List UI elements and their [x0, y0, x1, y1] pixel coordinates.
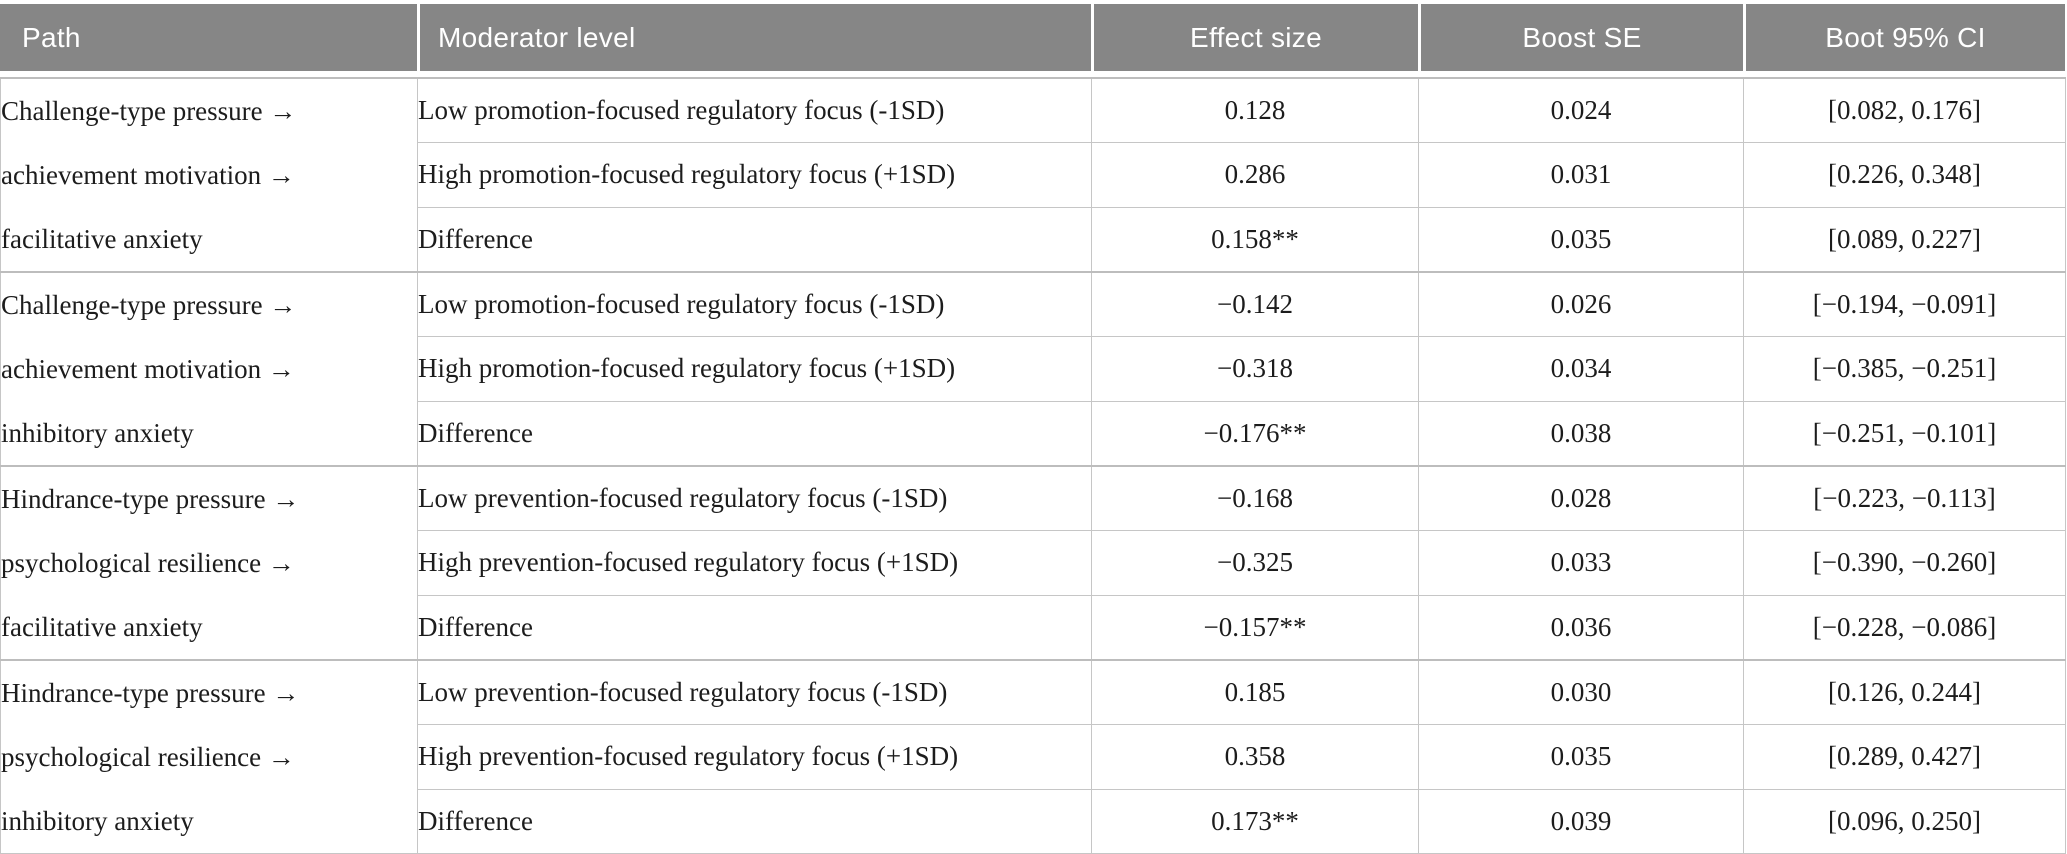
path-line: achievement motivation →	[1, 354, 295, 384]
boot-ci-cell: [−0.228, −0.086]	[1743, 594, 2066, 661]
effect-size-cell: 0.185	[1091, 659, 1419, 725]
effect-size-cell: 0.173**	[1091, 788, 1419, 854]
column-header-boot-95-ci: Boot 95% CI	[1746, 4, 2065, 71]
path-line: achievement motivation →	[1, 160, 295, 190]
effect-size-cell: −0.318	[1091, 336, 1419, 402]
path-cell: Challenge-type pressure → achievement mo…	[0, 271, 418, 467]
boost-se-cell: 0.026	[1418, 271, 1744, 338]
boot-ci-cell: [−0.251, −0.101]	[1743, 400, 2066, 467]
column-header-effect-size: Effect size	[1094, 4, 1418, 71]
moderator-cell: Low promotion-focused regulatory focus (…	[417, 271, 1092, 338]
moderator-cell: Low prevention-focused regulatory focus …	[417, 659, 1092, 725]
path-line: facilitative anxiety	[1, 224, 203, 254]
moderator-cell: Difference	[417, 400, 1092, 467]
column-header-boost-se: Boost SE	[1421, 4, 1743, 71]
table-body: Challenge-type pressure → achievement mo…	[0, 77, 2066, 854]
moderator-cell: Difference	[417, 788, 1092, 854]
column-header-path: Path	[0, 4, 417, 71]
path-line: Hindrance-type pressure →	[1, 484, 300, 514]
moderator-cell: High promotion-focused regulatory focus …	[417, 142, 1092, 208]
boost-se-cell: 0.028	[1418, 465, 1744, 532]
moderator-cell: Low promotion-focused regulatory focus (…	[417, 77, 1092, 144]
boost-se-cell: 0.030	[1418, 659, 1744, 725]
path-line: Challenge-type pressure →	[1, 96, 297, 126]
path-line: psychological resilience →	[1, 742, 295, 772]
effect-size-cell: −0.168	[1091, 465, 1419, 532]
effect-size-cell: −0.142	[1091, 271, 1419, 338]
boot-ci-cell: [0.289, 0.427]	[1743, 724, 2066, 790]
path-cell: Hindrance-type pressure → psychological …	[0, 465, 418, 661]
table-header-row: Path Moderator level Effect size Boost S…	[0, 4, 2065, 71]
boost-se-cell: 0.031	[1418, 142, 1744, 208]
path-line: psychological resilience →	[1, 548, 295, 578]
boot-ci-cell: [−0.223, −0.113]	[1743, 465, 2066, 532]
column-header-moderator-level: Moderator level	[420, 4, 1091, 71]
boot-ci-cell: [−0.194, −0.091]	[1743, 271, 2066, 338]
boot-ci-cell: [0.082, 0.176]	[1743, 77, 2066, 144]
boot-ci-cell: [−0.390, −0.260]	[1743, 530, 2066, 596]
effect-size-cell: 0.286	[1091, 142, 1419, 208]
effect-size-cell: 0.358	[1091, 724, 1419, 790]
table-row: High promotion-focused regulatory focus …	[1, 142, 2066, 208]
table-row: Hindrance-type pressure → psychological …	[0, 465, 2066, 661]
path-line: inhibitory anxiety	[1, 806, 194, 836]
path-cell: Challenge-type pressure → achievement mo…	[0, 77, 418, 273]
path-line: inhibitory anxiety	[1, 418, 194, 448]
path-line: facilitative anxiety	[1, 612, 203, 642]
boost-se-cell: 0.033	[1418, 530, 1744, 596]
boot-ci-cell: [0.096, 0.250]	[1743, 788, 2066, 854]
moderator-cell: Low prevention-focused regulatory focus …	[417, 465, 1092, 532]
effect-size-cell: 0.128	[1091, 77, 1419, 144]
boot-ci-cell: [0.089, 0.227]	[1743, 206, 2066, 273]
table-row: Challenge-type pressure → achievement mo…	[0, 77, 2066, 273]
path-cell: Hindrance-type pressure → psychological …	[0, 659, 418, 854]
boost-se-cell: 0.034	[1418, 336, 1744, 402]
table-row: High prevention-focused regulatory focus…	[1, 530, 2066, 596]
boot-ci-cell: [0.126, 0.244]	[1743, 659, 2066, 725]
table-row: Challenge-type pressure → achievement mo…	[0, 271, 2066, 467]
table-row: Difference 0.158** 0.035 [0.089, 0.227]	[1, 206, 2066, 273]
moderator-cell: Difference	[417, 206, 1092, 273]
table-row: High promotion-focused regulatory focus …	[1, 336, 2066, 402]
moderator-cell: High promotion-focused regulatory focus …	[417, 336, 1092, 402]
boot-ci-cell: [0.226, 0.348]	[1743, 142, 2066, 208]
boost-se-cell: 0.039	[1418, 788, 1744, 854]
boost-se-cell: 0.036	[1418, 594, 1744, 661]
moderator-cell: Difference	[417, 594, 1092, 661]
boost-se-cell: 0.038	[1418, 400, 1744, 467]
path-line: Challenge-type pressure →	[1, 290, 297, 320]
path-line: Hindrance-type pressure →	[1, 678, 300, 708]
moderator-cell: High prevention-focused regulatory focus…	[417, 724, 1092, 790]
table-row: Hindrance-type pressure → psychological …	[0, 659, 2066, 854]
moderator-cell: High prevention-focused regulatory focus…	[417, 530, 1092, 596]
table-row: Difference −0.157** 0.036 [−0.228, −0.08…	[1, 594, 2066, 661]
table-row: High prevention-focused regulatory focus…	[1, 724, 2066, 790]
boost-se-cell: 0.035	[1418, 724, 1744, 790]
effect-size-cell: 0.158**	[1091, 206, 1419, 273]
effect-size-cell: −0.176**	[1091, 400, 1419, 467]
moderated-mediation-table: Path Moderator level Effect size Boost S…	[0, 4, 2066, 854]
effect-size-cell: −0.325	[1091, 530, 1419, 596]
effect-size-cell: −0.157**	[1091, 594, 1419, 661]
boost-se-cell: 0.035	[1418, 206, 1744, 273]
boot-ci-cell: [−0.385, −0.251]	[1743, 336, 2066, 402]
boost-se-cell: 0.024	[1418, 77, 1744, 144]
